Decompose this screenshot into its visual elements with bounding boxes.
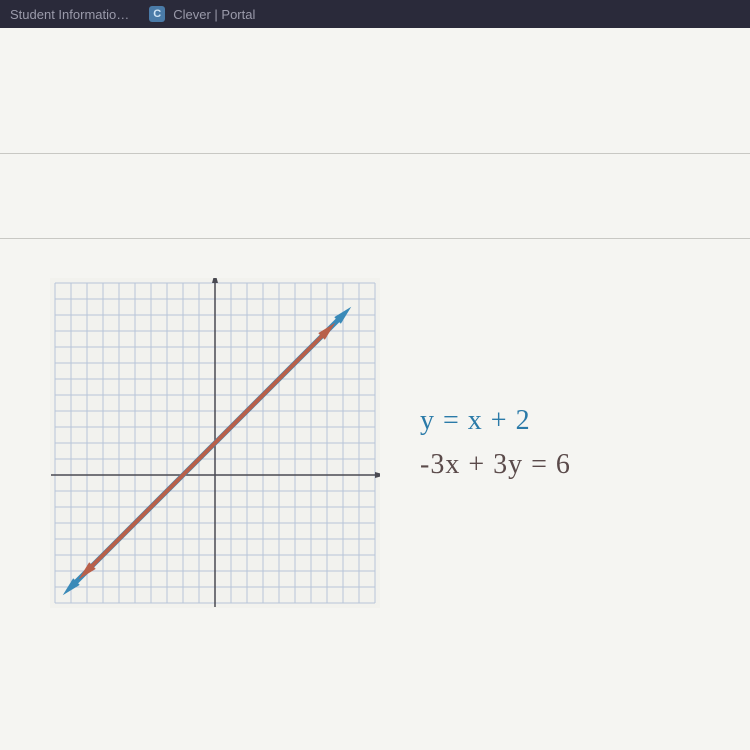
browser-tab-2[interactable]: C Clever | Portal [149, 6, 255, 22]
browser-tab-bar: Student Informatio… C Clever | Portal [0, 0, 750, 28]
divider-1 [0, 153, 750, 154]
tab-2-title: Clever | Portal [173, 7, 255, 22]
equation-2: -3x + 3y = 6 [420, 449, 571, 481]
divider-2 [0, 238, 750, 239]
browser-tab-1[interactable]: Student Informatio… [10, 7, 129, 22]
problem-row: y = x + 2 -3x + 3y = 6 [50, 278, 571, 608]
page-content: y = x + 2 -3x + 3y = 6 [0, 28, 750, 750]
clever-icon: C [149, 6, 165, 22]
tab-1-title: Student Informatio… [10, 7, 129, 22]
equation-list: y = x + 2 -3x + 3y = 6 [420, 405, 571, 481]
equation-1: y = x + 2 [420, 405, 571, 437]
coordinate-graph [50, 278, 380, 608]
